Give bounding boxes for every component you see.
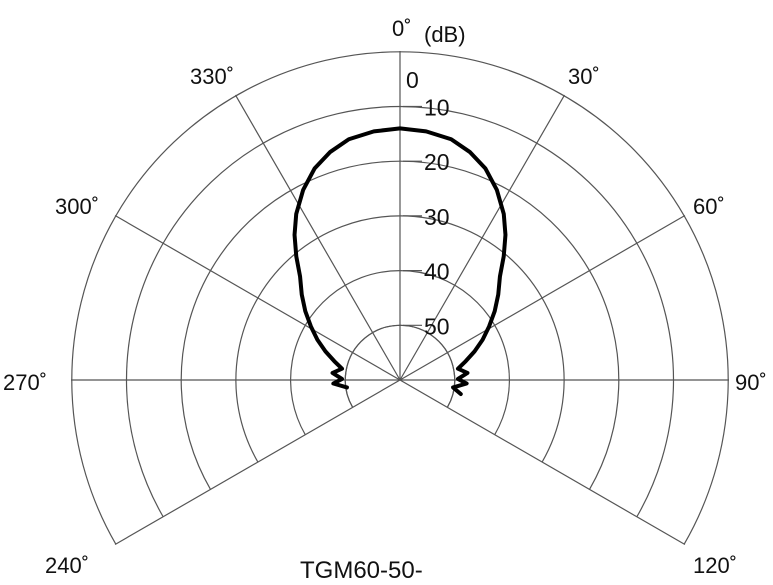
- grid: [71, 51, 729, 545]
- angle-label-0: 0˚: [392, 16, 412, 41]
- radial-tick-label: 50: [424, 313, 450, 339]
- grid-spoke: [115, 380, 400, 545]
- chart-caption: TGM60-50-: [300, 557, 423, 584]
- radial-tick-label: 30: [424, 204, 450, 230]
- angle-label-240: 240˚: [45, 553, 89, 578]
- angle-label-330: 330˚: [190, 64, 234, 89]
- radial-unit-label: (dB): [424, 22, 466, 47]
- angle-label-60: 60˚: [693, 194, 725, 219]
- grid-spoke: [115, 216, 400, 381]
- radial-tick-label: 40: [424, 259, 450, 285]
- grid-spoke: [400, 216, 685, 381]
- grid-spoke: [400, 380, 685, 545]
- angle-label-30: 30˚: [568, 64, 600, 89]
- angle-label-300: 300˚: [55, 194, 99, 219]
- radial-tick-label: 10: [424, 95, 450, 121]
- angle-label-270: 270˚: [3, 370, 47, 395]
- angle-label-90: 90˚: [735, 370, 767, 395]
- angle-label-120: 120˚: [693, 553, 737, 578]
- radial-tick-label: 0: [406, 67, 419, 93]
- radial-tick-label: 20: [424, 149, 450, 175]
- labels: 0˚ 30˚ 60˚ 90˚ 120˚ 240˚ 270˚ 300˚ 330˚ 010 20 30 40…: [3, 16, 767, 578]
